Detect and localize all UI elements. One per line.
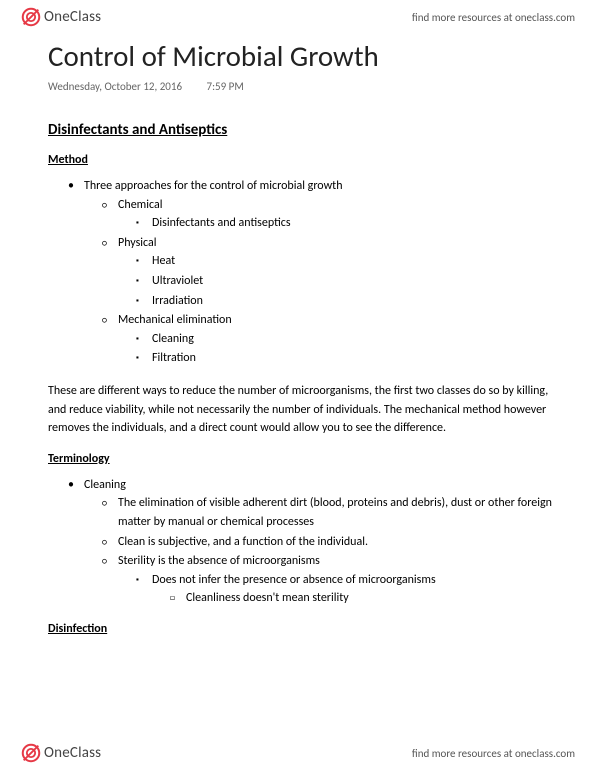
list-item: Cleaning The elimination of visible adhe… [68, 476, 563, 608]
list-item: Cleanliness doesn't mean sterility [170, 589, 563, 608]
method-heading: Method [48, 153, 563, 167]
approach-label: Physical [118, 236, 157, 250]
brand-logo: OneClass [20, 6, 101, 28]
brand-logo-footer: OneClass [20, 742, 101, 764]
list-item: Mechanical elimination Cleaning Filtrati… [102, 311, 563, 368]
term-label: Cleaning [84, 478, 126, 492]
sub-point: Does not infer the presence or absence o… [152, 573, 436, 587]
brand-name: OneClass [44, 8, 101, 26]
method-list: Three approaches for the control of micr… [68, 177, 563, 368]
list-item: Physical Heat Ultraviolet Irradiation [102, 234, 563, 310]
list-item: Clean is subjective, and a function of t… [102, 533, 563, 552]
approach-label: Mechanical elimination [118, 313, 232, 327]
page-title: Control of Microbial Growth [48, 38, 563, 74]
method-paragraph: These are different ways to reduce the n… [48, 382, 563, 438]
document-body: Control of Microbial Growth Wednesday, O… [48, 38, 563, 732]
oneclass-icon [20, 742, 42, 764]
list-item: Irradiation [136, 292, 563, 311]
list-item: Filtration [136, 349, 563, 368]
term-point: Sterility is the absence of microorganis… [118, 554, 320, 568]
list-item: Three approaches for the control of micr… [68, 177, 563, 368]
list-item: Cleaning [136, 330, 563, 349]
disinfection-heading: Disinfection [48, 622, 563, 636]
list-item: Ultraviolet [136, 272, 563, 291]
oneclass-icon [20, 6, 42, 28]
list-item: Sterility is the absence of microorganis… [102, 552, 563, 608]
method-intro: Three approaches for the control of micr… [84, 179, 343, 193]
approach-label: Chemical [118, 198, 163, 212]
page-meta: Wednesday, October 12, 2016 7:59 PM [48, 80, 563, 93]
page-footer: OneClass find more resources at oneclass… [0, 736, 595, 770]
terminology-heading: Terminology [48, 452, 563, 466]
list-item: Chemical Disinfectants and antiseptics [102, 196, 563, 233]
list-item: Does not infer the presence or absence o… [136, 571, 563, 608]
page-header: OneClass find more resources at oneclass… [0, 0, 595, 34]
brand-name-footer: OneClass [44, 744, 101, 762]
terminology-list: Cleaning The elimination of visible adhe… [68, 476, 563, 608]
resources-link-top[interactable]: find more resources at oneclass.com [412, 11, 575, 24]
list-item: Disinfectants and antiseptics [136, 214, 563, 233]
doc-date: Wednesday, October 12, 2016 [48, 80, 182, 93]
list-item: Heat [136, 252, 563, 271]
resources-link-bottom[interactable]: find more resources at oneclass.com [412, 747, 575, 760]
list-item: The elimination of visible adherent dirt… [102, 494, 563, 531]
section-heading: Disinfectants and Antiseptics [48, 121, 563, 139]
doc-time: 7:59 PM [207, 80, 244, 93]
